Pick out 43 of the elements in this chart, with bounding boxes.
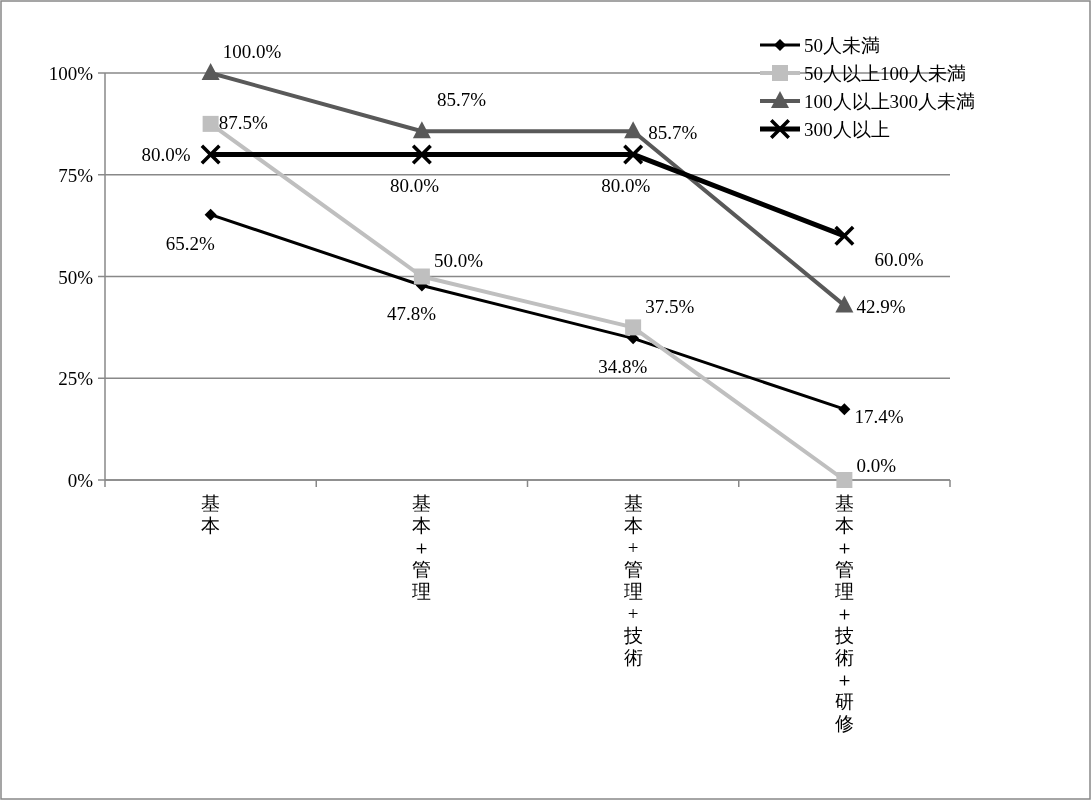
point xyxy=(835,295,854,313)
point xyxy=(201,63,220,80)
data-label: 100.0% xyxy=(222,41,282,62)
y-tick-label: 50% xyxy=(58,266,94,288)
data-label: 65.2% xyxy=(165,232,215,254)
legend-label: 50人以上100人未満 xyxy=(804,63,966,84)
data-label: 80.0% xyxy=(141,144,191,166)
data-label: 50.0% xyxy=(433,249,484,271)
point xyxy=(836,472,853,488)
legend-label: 100人以上300人未満 xyxy=(804,91,975,112)
data-label: 0.0% xyxy=(856,455,897,476)
point xyxy=(204,208,217,221)
data-label: 85.7% xyxy=(436,89,487,111)
y-tick-label: 0% xyxy=(67,470,94,491)
data-label: 80.0% xyxy=(389,175,440,197)
data-label: 85.7% xyxy=(648,122,698,144)
data-label: 34.8% xyxy=(598,356,648,378)
point xyxy=(623,144,644,165)
point xyxy=(624,121,643,139)
category-label: 基本＋管理＋技術＋研修 xyxy=(834,493,854,734)
data-label: 60.0% xyxy=(874,248,924,270)
data-label: 47.8% xyxy=(386,303,437,325)
data-label: 80.0% xyxy=(601,175,651,197)
data-label: 37.5% xyxy=(645,296,695,318)
data-label: 87.5% xyxy=(218,111,268,133)
legend-label: 300人以上 xyxy=(804,119,890,140)
point xyxy=(625,319,642,336)
point xyxy=(413,268,430,285)
data-label: 17.4% xyxy=(854,406,904,428)
point xyxy=(834,225,855,246)
point xyxy=(838,403,851,416)
y-tick-label: 75% xyxy=(58,164,94,186)
point xyxy=(202,115,219,132)
x-tick-label: 基本+管理+技術 xyxy=(622,493,643,668)
point xyxy=(412,121,431,139)
point xyxy=(200,144,221,165)
point xyxy=(411,144,432,165)
x-tick-label: 基本＋管理 xyxy=(412,493,432,602)
y-tick-label: 100% xyxy=(48,63,94,84)
y-tick-label: 25% xyxy=(58,368,94,390)
data-label: 42.9% xyxy=(856,296,906,318)
legend-label: 50人未満 xyxy=(804,35,880,56)
x-tick-label: 基本 xyxy=(201,493,221,536)
